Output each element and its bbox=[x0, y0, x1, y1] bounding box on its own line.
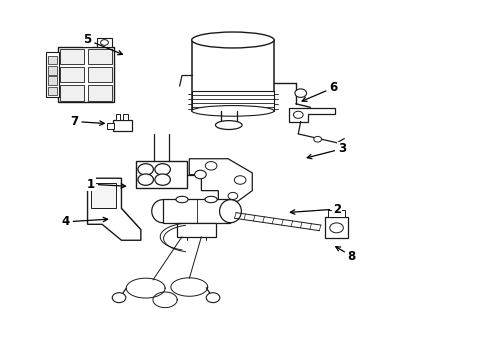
Bar bbox=[192, 40, 274, 111]
Circle shape bbox=[112, 293, 126, 303]
Text: 3: 3 bbox=[307, 142, 346, 159]
Text: 1: 1 bbox=[87, 178, 125, 191]
Circle shape bbox=[138, 164, 153, 175]
Bar bbox=[88, 67, 112, 82]
Text: 6: 6 bbox=[302, 81, 337, 102]
Bar bbox=[60, 49, 84, 64]
Bar bbox=[92, 183, 116, 208]
Circle shape bbox=[314, 136, 321, 142]
Circle shape bbox=[294, 111, 303, 118]
Circle shape bbox=[205, 162, 217, 170]
Bar bbox=[88, 49, 112, 64]
Circle shape bbox=[228, 192, 238, 199]
Circle shape bbox=[195, 170, 206, 179]
Text: 2: 2 bbox=[291, 203, 341, 216]
Bar bbox=[97, 38, 112, 47]
Ellipse shape bbox=[152, 200, 173, 223]
Bar bbox=[328, 210, 345, 217]
Bar bbox=[60, 67, 84, 82]
Bar bbox=[325, 217, 348, 238]
Circle shape bbox=[100, 40, 108, 45]
Bar bbox=[88, 85, 112, 100]
Bar bbox=[116, 114, 121, 121]
Text: 8: 8 bbox=[336, 247, 356, 263]
Bar bbox=[163, 199, 230, 222]
Polygon shape bbox=[289, 108, 335, 122]
Bar bbox=[107, 123, 114, 129]
Polygon shape bbox=[189, 159, 252, 201]
Circle shape bbox=[155, 174, 171, 185]
Bar bbox=[136, 161, 187, 188]
Ellipse shape bbox=[176, 196, 188, 203]
Ellipse shape bbox=[216, 121, 242, 130]
Bar bbox=[48, 86, 56, 95]
Bar bbox=[60, 85, 84, 100]
Bar bbox=[48, 56, 56, 64]
Bar bbox=[177, 222, 216, 237]
Text: 5: 5 bbox=[83, 33, 122, 55]
Ellipse shape bbox=[205, 196, 217, 203]
Ellipse shape bbox=[192, 32, 274, 48]
Circle shape bbox=[295, 89, 307, 98]
Bar bbox=[58, 47, 114, 102]
Circle shape bbox=[234, 176, 246, 184]
Bar bbox=[47, 53, 59, 97]
Bar bbox=[48, 66, 56, 75]
Polygon shape bbox=[88, 178, 141, 240]
Circle shape bbox=[138, 174, 153, 185]
Circle shape bbox=[206, 293, 220, 303]
Circle shape bbox=[155, 164, 171, 175]
Bar bbox=[113, 121, 132, 131]
Bar bbox=[48, 76, 56, 85]
Bar bbox=[123, 114, 128, 121]
Ellipse shape bbox=[192, 105, 274, 116]
Bar bbox=[192, 91, 274, 111]
Ellipse shape bbox=[220, 200, 242, 223]
Circle shape bbox=[330, 223, 343, 233]
Text: 4: 4 bbox=[62, 215, 108, 228]
Text: 7: 7 bbox=[71, 115, 104, 128]
